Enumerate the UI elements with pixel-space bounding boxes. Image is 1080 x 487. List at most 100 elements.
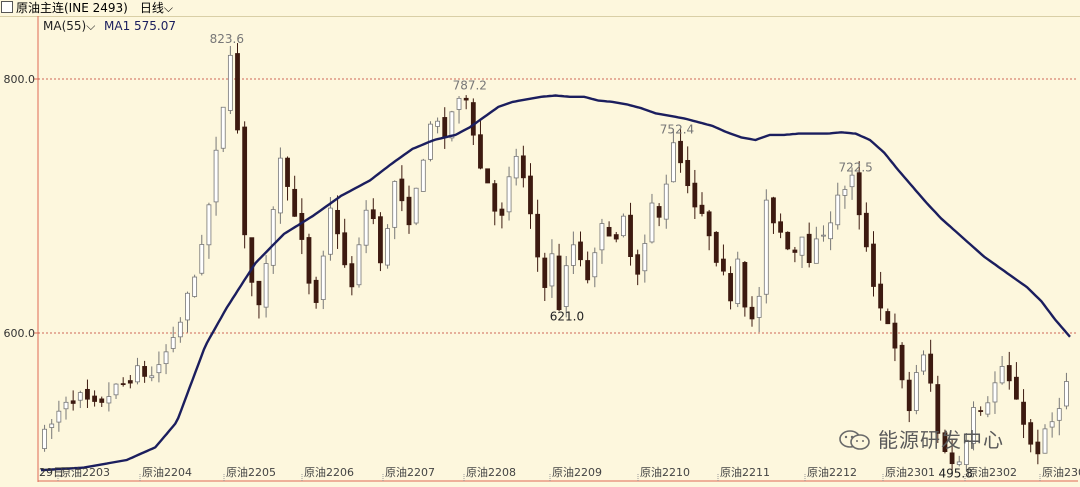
candle	[535, 199, 541, 272]
candle	[528, 163, 533, 229]
candle-body	[635, 254, 641, 275]
candle	[77, 390, 83, 409]
candle-body	[921, 354, 926, 372]
candle	[742, 261, 748, 317]
period-selector[interactable]: 日线	[139, 1, 164, 15]
candle-body	[335, 209, 340, 235]
candle-body	[478, 134, 483, 169]
candle-body	[63, 401, 69, 410]
candle	[892, 313, 898, 362]
candle-body	[77, 392, 83, 401]
candle-body	[585, 260, 591, 281]
watermark: 能源研发中心	[838, 424, 1004, 453]
candle	[363, 200, 369, 254]
candle-body	[85, 388, 90, 400]
candle-body	[735, 258, 741, 305]
candle	[928, 339, 934, 392]
candle-body	[671, 142, 676, 183]
candle-body	[663, 183, 669, 220]
candle	[1056, 397, 1062, 436]
candle	[42, 424, 47, 452]
candle-body	[449, 111, 455, 139]
candle	[378, 212, 383, 272]
candle	[227, 45, 233, 115]
candle	[721, 244, 726, 276]
candle	[185, 291, 190, 333]
candle-body	[1006, 365, 1012, 382]
candle	[142, 360, 148, 383]
candle-body	[520, 155, 526, 179]
candle	[763, 189, 769, 304]
candle	[971, 401, 976, 451]
candle-body	[42, 428, 47, 449]
candle	[963, 433, 969, 471]
candle-body	[177, 321, 183, 338]
candle-body	[785, 231, 791, 250]
candle-body	[506, 176, 512, 213]
candle	[992, 371, 998, 414]
y-tick-label: 800.0	[4, 73, 36, 86]
candle	[256, 280, 262, 319]
candle-body	[213, 149, 219, 203]
annotation-label: 722.5	[838, 160, 872, 174]
candle-body	[642, 243, 648, 272]
candle-body	[149, 375, 155, 379]
candle	[806, 222, 812, 268]
candle-body	[413, 187, 419, 224]
candle-body	[356, 244, 362, 286]
candle	[563, 256, 569, 318]
candle-body	[242, 126, 248, 236]
candle-body	[370, 209, 376, 220]
candle-body	[456, 97, 462, 110]
x-tick-label: 原油2212	[807, 465, 857, 479]
candle	[306, 233, 312, 295]
candle-body	[342, 232, 348, 266]
left-date-label: 29日	[39, 466, 64, 479]
candle	[706, 209, 712, 251]
candle	[192, 274, 198, 298]
annotation-label: 752.4	[660, 122, 694, 136]
candle-body	[849, 174, 855, 188]
candle-body	[928, 353, 934, 384]
candle-body	[813, 238, 819, 264]
candle-body	[863, 212, 869, 248]
x-tick-label: 原油2205	[226, 465, 276, 479]
checkbox-icon[interactable]	[1, 1, 13, 13]
candle-body	[1028, 422, 1034, 445]
candle	[685, 146, 691, 194]
candle-body	[620, 215, 626, 237]
candle-body	[113, 383, 119, 396]
candle-body	[1021, 401, 1026, 425]
candle-body	[106, 396, 112, 404]
candle-body	[1056, 408, 1062, 421]
candle	[320, 250, 326, 310]
candle-body	[885, 311, 891, 325]
candle	[913, 364, 919, 415]
candle-body	[713, 231, 719, 263]
candle-body	[363, 209, 369, 246]
candle	[292, 175, 298, 217]
candle	[470, 98, 476, 146]
candle-body	[185, 292, 190, 321]
candle-body	[292, 188, 298, 217]
candle	[835, 182, 841, 230]
candle-body	[170, 337, 176, 349]
candle-body	[871, 243, 876, 287]
candle-body	[285, 157, 290, 187]
candle	[856, 161, 862, 230]
candle	[92, 390, 97, 407]
candle	[70, 390, 76, 411]
wechat-icon	[839, 430, 870, 450]
candle-body	[799, 236, 805, 256]
x-tick-label: 原油2206	[304, 465, 354, 479]
candle	[299, 198, 305, 255]
annotation-label: 787.2	[453, 78, 487, 92]
candle-body	[763, 199, 769, 295]
chevron-down-icon[interactable]: ⌵	[163, 1, 173, 15]
candle-body	[1042, 428, 1048, 454]
candle	[599, 218, 605, 264]
candle-body	[649, 202, 655, 243]
candle	[170, 326, 176, 353]
candle	[520, 145, 526, 188]
candle-body	[220, 106, 226, 149]
